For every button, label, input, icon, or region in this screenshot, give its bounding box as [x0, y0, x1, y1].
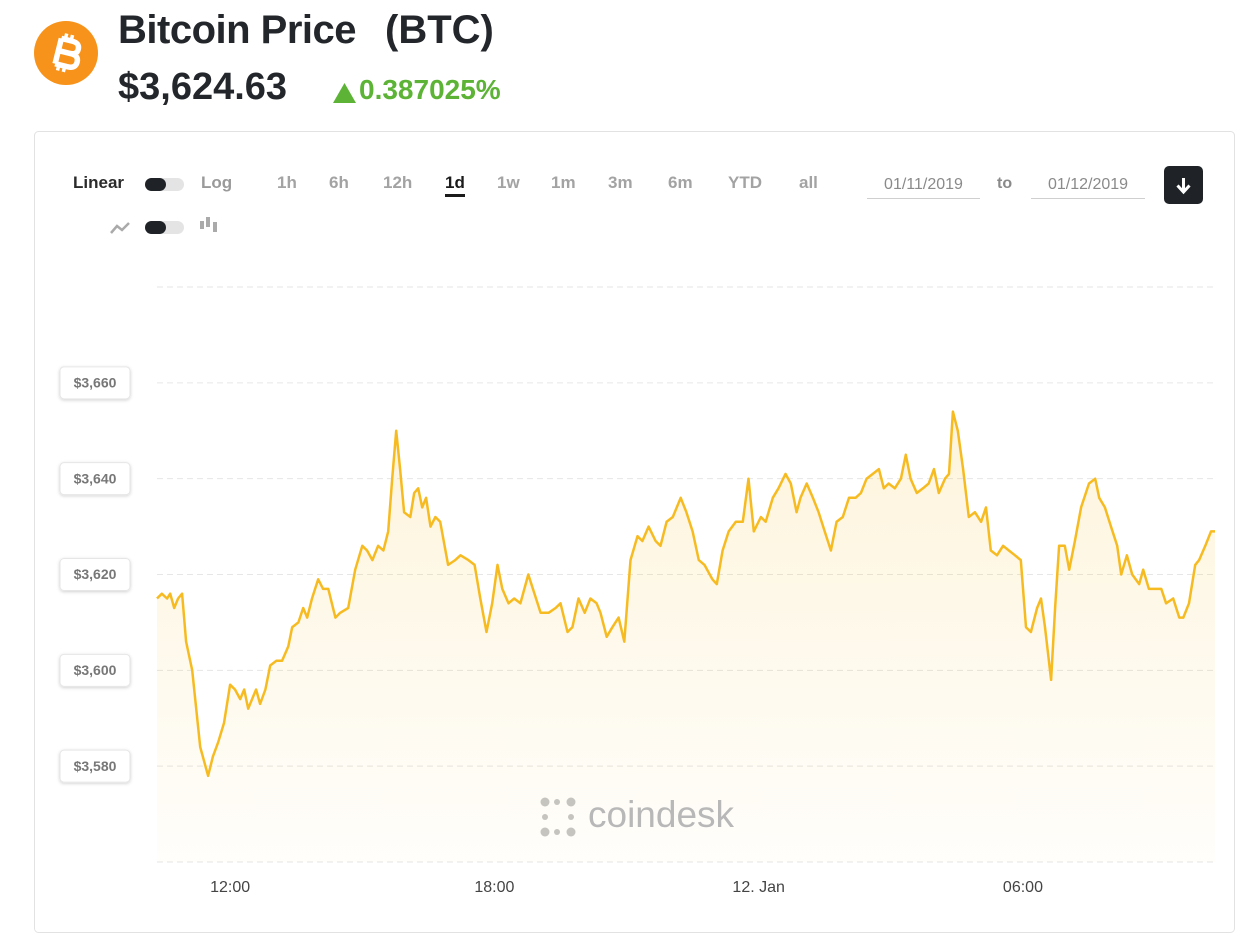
date-from[interactable]: 01/11/2019 — [867, 172, 980, 199]
date-to[interactable]: 01/12/2019 — [1031, 172, 1145, 199]
y-tick-box — [59, 462, 131, 496]
range-button[interactable]: YTD — [728, 173, 762, 192]
scale-log[interactable]: Log — [201, 173, 233, 192]
symbol: (BTC) — [385, 8, 494, 52]
chart-type-toggle[interactable] — [145, 221, 184, 234]
price-line — [156, 410, 1215, 778]
y-tick-box — [59, 749, 131, 783]
x-tick-label: 12. Jan — [732, 879, 784, 896]
up-arrow — [333, 83, 356, 103]
x-tick-label: 12:00 — [210, 879, 250, 896]
y-tick-box — [59, 558, 131, 591]
scale-linear[interactable]: Linear — [73, 173, 125, 192]
download-button[interactable] — [1164, 166, 1203, 204]
price: $3,624.63 — [118, 66, 288, 108]
range-button[interactable]: 6m — [668, 173, 693, 192]
range-button[interactable]: 1d — [445, 173, 465, 197]
y-tick-box — [59, 366, 131, 400]
candle-icon — [200, 217, 217, 232]
range-button[interactable]: all — [799, 173, 818, 192]
range-button[interactable]: 12h — [383, 173, 413, 192]
x-tick-label: 18:00 — [474, 879, 514, 896]
line-icon — [110, 222, 130, 234]
scale-toggle[interactable] — [145, 178, 184, 191]
download-icon — [1176, 178, 1191, 195]
x-tick-label: 06:00 — [1003, 879, 1043, 896]
date-separator: to — [997, 175, 1013, 192]
area-fill — [157, 411, 1215, 862]
bitcoin-logo — [34, 21, 98, 85]
y-tick-label: $3,580 — [74, 758, 117, 774]
y-tick-label: $3,640 — [74, 470, 117, 486]
y-tick-label: $3,620 — [74, 566, 117, 582]
range-button[interactable]: 1m — [551, 173, 576, 192]
range-button[interactable]: 1w — [497, 173, 520, 192]
watermark: coindesk — [588, 794, 735, 835]
range-button[interactable]: 6h — [329, 173, 349, 192]
range-button[interactable]: 3m — [608, 173, 633, 192]
y-tick-box — [59, 653, 131, 687]
y-tick-label: $3,660 — [74, 375, 117, 391]
y-tick-label: $3,600 — [74, 662, 117, 678]
range-button[interactable]: 1h — [277, 173, 297, 192]
change: 0.387025% — [359, 74, 501, 105]
title: Bitcoin Price — [118, 8, 357, 52]
